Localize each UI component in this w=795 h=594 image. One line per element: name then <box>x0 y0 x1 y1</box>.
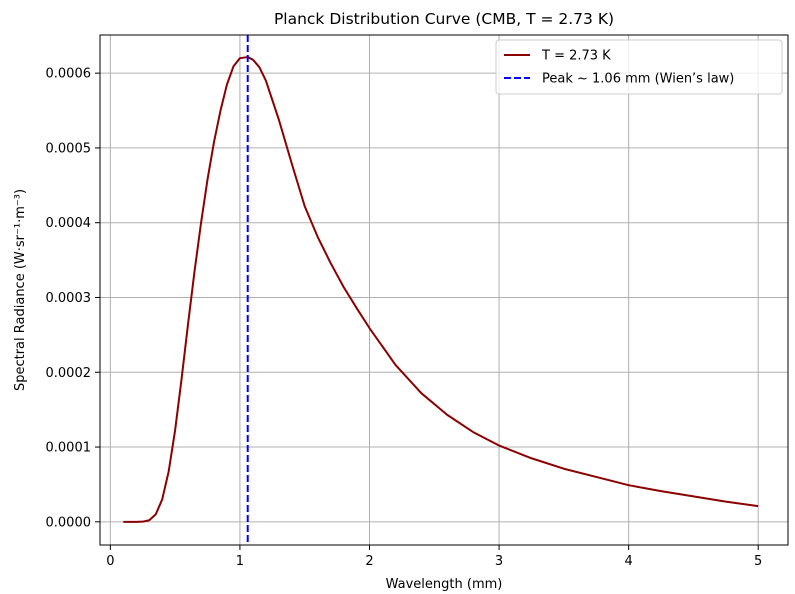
y-tick-label: 0.0006 <box>46 67 92 82</box>
x-tick-label: 4 <box>624 554 632 569</box>
x-tick-label: 2 <box>365 554 373 569</box>
y-axis-ticks: 0.0000 0.0001 0.0002 0.0003 0.0004 0.0005 0.00… <box>46 67 100 530</box>
y-tick-label: 0.0002 <box>46 366 92 381</box>
axes-frame <box>99 34 789 546</box>
planck-curve-line <box>123 56 759 523</box>
y-tick-label: 0.0004 <box>46 216 92 231</box>
legend-label-planck: T = 2.73 K <box>541 49 611 64</box>
y-tick-label: 0.0005 <box>46 141 92 156</box>
y-axis-label: Spectral Radiance (W·sr⁻¹·m⁻³) <box>13 189 28 391</box>
x-tick-label: 3 <box>495 554 503 569</box>
series-layer <box>123 35 759 545</box>
legend-box <box>495 39 783 95</box>
x-axis-label: Wavelength (mm) <box>386 577 503 592</box>
y-tick-label: 0.0000 <box>46 515 92 530</box>
chart-title: Planck Distribution Curve (CMB, T = 2.73… <box>274 10 614 28</box>
x-tick-label: 1 <box>236 554 244 569</box>
x-tick-label: 5 <box>754 554 762 569</box>
legend-label-peak: Peak ~ 1.06 mm (Wien’s law) <box>542 72 734 87</box>
x-tick-label: 0 <box>106 554 114 569</box>
y-tick-label: 0.0001 <box>46 441 92 456</box>
y-tick-label: 0.0003 <box>46 291 92 306</box>
x-axis-ticks: 0 1 2 3 4 5 <box>106 545 762 569</box>
grid <box>100 35 788 545</box>
legend: T = 2.73 K Peak ~ 1.06 mm (Wien’s law) <box>495 39 783 95</box>
